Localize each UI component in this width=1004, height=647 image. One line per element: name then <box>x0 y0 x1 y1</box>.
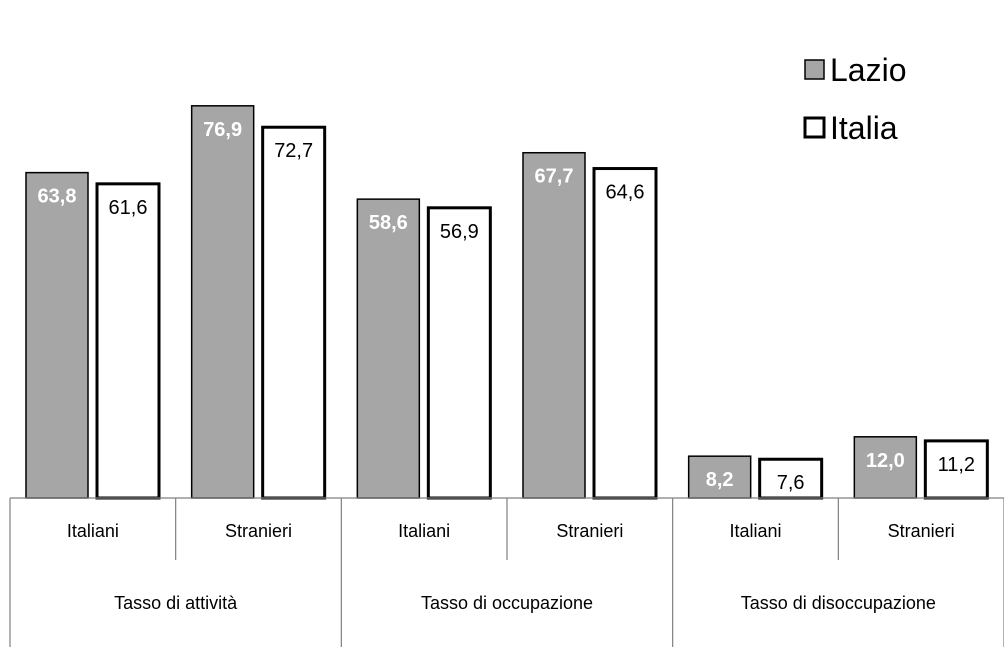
legend: Lazio Italia <box>803 52 907 146</box>
bar-italia-2 <box>426 206 492 500</box>
bars-layer: 63,8 76,9 58,6 67,7 8,2 12,0 61,6 72,7 56,9 64,6 7… <box>25 105 989 500</box>
bar-lazio-2 <box>356 198 421 499</box>
bar-lazio-0 <box>25 171 89 499</box>
data-label-italia-3: 64,6 <box>606 182 645 204</box>
data-label-italia-2: 56,9 <box>440 221 479 243</box>
data-label-lazio-3: 67,7 <box>535 166 574 188</box>
bar-lazio-5 <box>853 436 918 499</box>
bar-lazio-1 <box>190 105 255 499</box>
tick-label-1: Stranieri <box>225 521 292 541</box>
data-label-italia-4: 7,6 <box>777 472 805 494</box>
legend-label-lazio: Lazio <box>830 52 907 88</box>
tick-label-2: Italiani <box>398 521 450 541</box>
group-label-1: Tasso di occupazione <box>421 593 593 613</box>
legend-swatch-italia <box>803 116 826 139</box>
bar-italia-1 <box>261 125 327 500</box>
bar-lazio-3 <box>522 151 586 499</box>
data-label-lazio-1: 76,9 <box>203 119 242 141</box>
bar-italia-0 <box>95 182 161 500</box>
data-label-lazio-4: 8,2 <box>706 469 734 491</box>
tick-label-0: Italiani <box>67 521 119 541</box>
bar-lazio-4 <box>687 455 752 499</box>
data-label-lazio-2: 58,6 <box>369 212 408 234</box>
data-label-italia-5: 11,2 <box>938 454 975 476</box>
tick-label-4: Italiani <box>729 521 781 541</box>
bar-italia-3 <box>592 167 658 500</box>
bar-italia-5 <box>923 439 989 500</box>
legend-swatch-lazio <box>804 59 825 80</box>
data-label-lazio-0: 63,8 <box>38 186 77 208</box>
data-label-italia-1: 72,7 <box>274 140 313 162</box>
legend-label-italia: Italia <box>830 110 898 146</box>
data-label-lazio-5: 12,0 <box>866 450 905 472</box>
group-label-2: Tasso di disoccupazione <box>741 593 936 613</box>
group-label-0: Tasso di attività <box>114 593 238 613</box>
tick-label-3: Stranieri <box>556 521 623 541</box>
category-axis: Italiani Stranieri Tasso di attività Italia… <box>9 497 1004 647</box>
data-label-italia-0: 61,6 <box>109 197 148 219</box>
tick-label-5: Stranieri <box>888 521 955 541</box>
